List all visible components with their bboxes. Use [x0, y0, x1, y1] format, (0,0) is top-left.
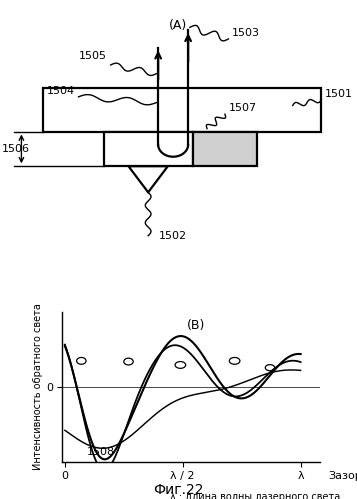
Text: 1503: 1503 [232, 28, 260, 38]
Text: 1505: 1505 [79, 51, 106, 61]
Bar [43, 88, 321, 132]
Text: (A): (A) [169, 18, 188, 31]
Y-axis label: Интенсивность обратного света: Интенсивность обратного света [33, 303, 43, 470]
Text: 1501: 1501 [325, 89, 353, 99]
Text: 1508: 1508 [87, 447, 115, 457]
Text: 1504: 1504 [46, 86, 75, 96]
Bar [104, 132, 193, 166]
Text: 1507: 1507 [228, 103, 257, 113]
Polygon shape [129, 166, 168, 192]
X-axis label: Зазор: Зазор [328, 471, 357, 481]
Text: Фиг.22: Фиг.22 [153, 483, 204, 497]
Text: 1502: 1502 [159, 231, 187, 241]
Text: 1506: 1506 [2, 144, 30, 154]
Bar [193, 132, 257, 166]
Text: λ : длина волны лазерного света: λ : длина волны лазерного света [170, 492, 341, 499]
Text: (B): (B) [187, 319, 205, 332]
